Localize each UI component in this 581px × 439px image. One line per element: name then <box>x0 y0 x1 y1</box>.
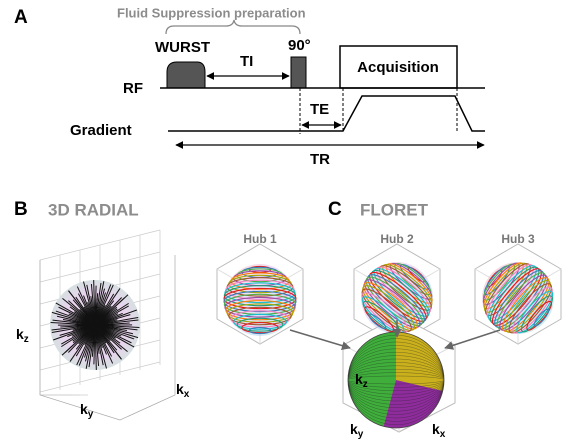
tr-label: TR <box>310 151 330 168</box>
arrow <box>290 330 350 348</box>
axis-label: ky <box>80 401 94 420</box>
panel-label: A <box>14 7 28 28</box>
rf-pulse <box>291 57 306 88</box>
wurst-pulse <box>167 62 205 88</box>
row-label: Gradient <box>70 122 132 139</box>
ti-label: TI <box>240 53 253 70</box>
pulse-label: 90° <box>288 37 311 54</box>
brace-label: Fluid Suppression preparation <box>117 5 306 20</box>
acquisition-label: Acquisition <box>357 59 439 76</box>
axis-label: kx <box>176 381 190 400</box>
axis-label: kz <box>16 326 29 345</box>
panel-title: FLORET <box>360 200 429 219</box>
te-label: TE <box>310 101 329 118</box>
figure: A Fluid Suppression preparation WURST TI… <box>0 0 581 439</box>
row-label: RF <box>123 80 143 97</box>
cubes <box>217 244 561 439</box>
axis-label: kx <box>432 421 446 439</box>
panel-title: 3D RADIAL <box>48 200 139 219</box>
axis-label: ky <box>350 421 364 439</box>
brace <box>166 20 300 34</box>
arrow <box>445 330 500 348</box>
pulse-label: WURST <box>155 39 210 56</box>
panel-label: B <box>14 199 28 220</box>
panel-label: C <box>328 199 342 220</box>
